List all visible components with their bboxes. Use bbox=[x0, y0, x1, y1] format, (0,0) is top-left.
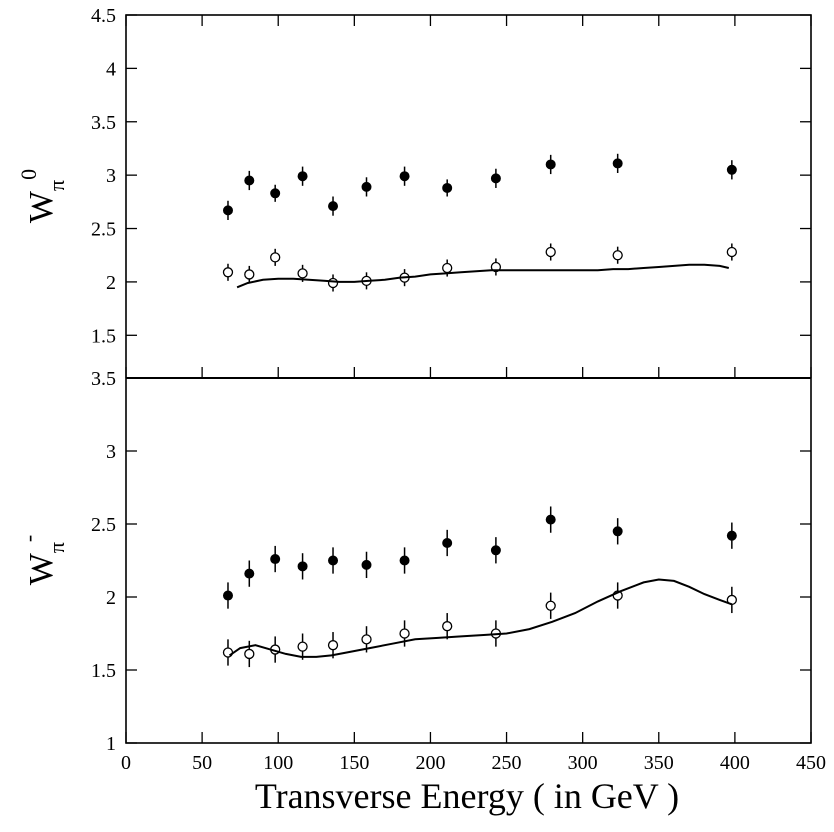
y-axis-title-top-main: W bbox=[23, 190, 60, 223]
x-tick-label-1: 50 bbox=[192, 752, 212, 774]
y-tick-label-top-6: 4.5 bbox=[91, 5, 116, 27]
x-tick-label-0: 0 bbox=[121, 752, 131, 774]
point-top-filled-11 bbox=[726, 164, 737, 175]
point-top-filled-2 bbox=[270, 188, 281, 199]
point-top-open-1 bbox=[244, 269, 255, 280]
x-tick-label-4: 200 bbox=[415, 752, 445, 774]
y-tick-label-top-2: 2.5 bbox=[91, 219, 116, 241]
y-tick-label-bottom-0: 1 bbox=[106, 733, 116, 755]
series-top-curve bbox=[236, 263, 730, 289]
point-bottom-filled-3 bbox=[297, 561, 308, 572]
point-top-open-4 bbox=[327, 277, 339, 289]
y-axis-title-bottom-sup: - bbox=[16, 535, 41, 542]
point-bottom-open-5 bbox=[361, 634, 372, 645]
x-tick-label-6: 300 bbox=[568, 752, 598, 774]
point-bottom-open-7 bbox=[442, 621, 453, 632]
curve-bottom bbox=[228, 578, 733, 658]
point-top-filled-9 bbox=[545, 159, 556, 170]
x-tick-label-3: 150 bbox=[339, 752, 369, 774]
point-top-filled-3 bbox=[297, 171, 308, 182]
y-tick-label-top-4: 3.5 bbox=[91, 112, 116, 134]
x-tick-label-8: 400 bbox=[720, 752, 750, 774]
point-bottom-open-3 bbox=[297, 641, 308, 652]
point-top-filled-7 bbox=[442, 182, 453, 193]
y-axis-title-bottom: Wπ- bbox=[16, 535, 69, 586]
y-tick-label-bottom-1: 1.5 bbox=[91, 660, 116, 682]
data-series bbox=[222, 153, 737, 668]
y-tick-label-top-5: 4 bbox=[106, 58, 116, 80]
point-bottom-open-6 bbox=[399, 628, 410, 639]
point-bottom-filled-1 bbox=[244, 568, 255, 579]
x-tick-label-7: 350 bbox=[644, 752, 674, 774]
point-top-open-11 bbox=[726, 246, 737, 258]
point-bottom-open-0 bbox=[222, 647, 234, 658]
axis-labels: Transverse Energy ( in GeV ) Wπ0 Wπ- bbox=[16, 169, 679, 816]
y-tick-label-top-0: 1.5 bbox=[91, 325, 116, 347]
y-tick-label-bottom-2: 2 bbox=[106, 587, 116, 609]
y-axis-title-top-sub: π bbox=[44, 180, 69, 191]
point-top-filled-10 bbox=[612, 158, 623, 169]
point-bottom-open-11 bbox=[726, 594, 737, 606]
point-bottom-filled-10 bbox=[612, 526, 623, 537]
y-tick-label-bottom-5: 3.5 bbox=[91, 368, 116, 390]
y-tick-label-bottom-4: 3 bbox=[106, 441, 116, 463]
point-bottom-filled-7 bbox=[442, 537, 453, 548]
point-bottom-filled-5 bbox=[361, 559, 372, 570]
point-top-filled-8 bbox=[490, 173, 501, 184]
y-tick-label-bottom-3: 2.5 bbox=[91, 514, 116, 536]
point-bottom-filled-0 bbox=[222, 590, 233, 601]
point-top-open-10 bbox=[612, 250, 623, 261]
point-bottom-filled-2 bbox=[270, 554, 281, 565]
x-tick-label-5: 250 bbox=[492, 752, 522, 774]
point-top-filled-0 bbox=[222, 205, 233, 216]
series-bottom-curve bbox=[228, 578, 733, 658]
point-top-filled-4 bbox=[328, 201, 339, 212]
point-top-open-9 bbox=[545, 246, 556, 258]
point-bottom-filled-4 bbox=[328, 555, 339, 566]
y-axis-title-top-sup: 0 bbox=[16, 169, 41, 180]
point-top-filled-6 bbox=[399, 171, 410, 182]
point-top-open-2 bbox=[270, 252, 281, 263]
series-bottom-open bbox=[222, 582, 737, 668]
axes: 1.5 2 2.5 3 3.5 4 4.5 1 1.5 2 2.5 3 3.5 0 50 100 150 200 2… bbox=[91, 5, 826, 774]
point-bottom-open-1 bbox=[244, 648, 255, 660]
series-bottom-filled bbox=[222, 506, 737, 609]
point-bottom-open-4 bbox=[327, 640, 339, 651]
point-top-filled-5 bbox=[361, 181, 372, 192]
y-axis-title-bottom-sub: π bbox=[44, 542, 69, 553]
x-axis-title: Transverse Energy ( in GeV ) bbox=[255, 776, 679, 816]
point-bottom-filled-6 bbox=[399, 555, 410, 566]
curve-top bbox=[236, 263, 730, 289]
plot-frame bbox=[125, 14, 812, 744]
y-axis-title-bottom-main: W bbox=[23, 552, 60, 585]
point-bottom-filled-8 bbox=[490, 545, 501, 556]
point-top-open-0 bbox=[222, 267, 234, 278]
point-bottom-open-9 bbox=[545, 600, 556, 611]
point-top-open-3 bbox=[297, 268, 308, 279]
x-tick-label-9: 450 bbox=[796, 752, 826, 774]
point-top-open-7 bbox=[442, 262, 453, 274]
point-top-filled-1 bbox=[244, 175, 255, 186]
x-tick-label-2: 100 bbox=[263, 752, 293, 774]
y-tick-label-top-3: 3 bbox=[106, 165, 116, 187]
point-bottom-filled-11 bbox=[726, 530, 737, 541]
series-top-filled bbox=[222, 153, 737, 220]
y-tick-label-top-1: 2 bbox=[106, 272, 116, 294]
point-bottom-filled-9 bbox=[545, 514, 556, 525]
y-axis-title-top: Wπ0 bbox=[16, 169, 69, 223]
